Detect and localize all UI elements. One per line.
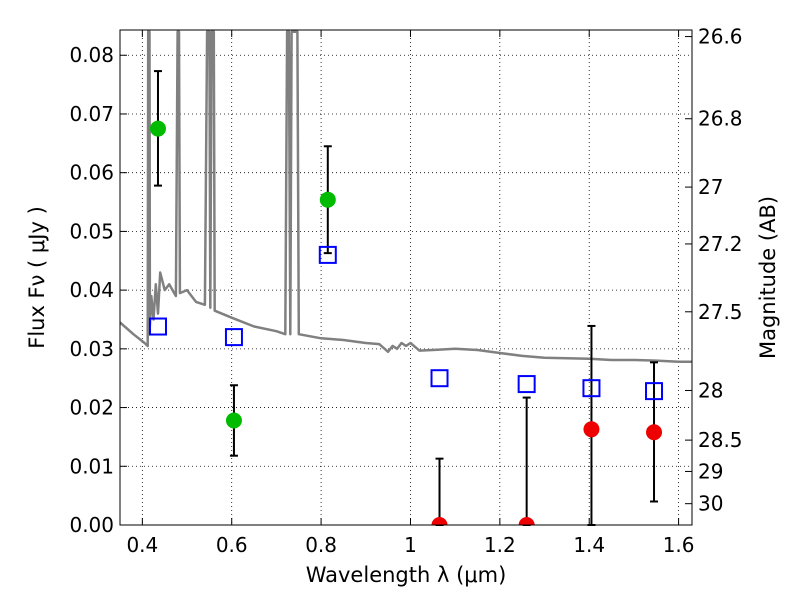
x-tick-label: 0.4 [126, 533, 158, 557]
y-tick-label: 0.01 [69, 454, 114, 478]
plot-frame [119, 29, 693, 526]
spectrum-series [120, 30, 692, 364]
observed-photometry-series [149, 120, 663, 525]
nondetection-point [646, 424, 663, 441]
x-tick-label: 1.6 [663, 533, 695, 557]
y2-tick-label: 27.5 [698, 300, 743, 324]
y2-tick-label: 26.6 [698, 25, 743, 49]
y-tick-label: 0.06 [69, 161, 114, 185]
detection-point [225, 412, 242, 429]
error-bar [522, 396, 531, 526]
model-flux-square [645, 382, 664, 401]
y-tick-label: 0.00 [69, 513, 114, 537]
x-tick-labels: 0.4 0.6 0.8 1 1.2 1.4 1.6 [126, 533, 694, 557]
error-bar [435, 457, 444, 526]
detection-point [319, 191, 336, 208]
x-tick-label: 1.2 [484, 533, 516, 557]
y2-tick-label: 26.8 [698, 107, 743, 131]
y-tick-label: 0.03 [69, 337, 114, 361]
y2-tick-label: 28 [698, 378, 723, 402]
y2-axis-title: Magnitude (AB) [756, 196, 780, 359]
y2-tick-label: 29 [698, 459, 723, 483]
x-axis-title: Wavelength λ (μm) [306, 563, 507, 587]
model-flux-square [517, 375, 536, 394]
ticks [120, 30, 692, 526]
model-flux-square [148, 317, 167, 336]
x-tick-label: 1.4 [573, 533, 605, 557]
y2-tick-label: 27 [698, 175, 723, 199]
x-tick-label: 1 [404, 533, 417, 557]
nondetection-point [431, 517, 448, 525]
y-tick-label: 0.08 [69, 43, 114, 67]
detection-point [149, 120, 166, 137]
y-tick-label: 0.02 [69, 396, 114, 420]
y2-tick-labels: 26.6 26.8 27 27.2 27.5 28 28.5 29 30 [698, 25, 743, 516]
model-flux-square [582, 379, 601, 398]
y2-tick-label: 27.2 [698, 232, 743, 256]
model-flux-square [224, 328, 243, 347]
y2-tick-label: 30 [698, 492, 723, 516]
y-tick-labels: 0.00 0.01 0.02 0.03 0.04 0.05 0.06 0.07 0.08 [69, 43, 114, 537]
y-tick-label: 0.07 [69, 102, 114, 126]
nondetection-point [518, 517, 535, 525]
y-axis-title: Flux Fν ( μJy ) [25, 206, 49, 349]
x-tick-label: 0.8 [305, 533, 337, 557]
nondetection-point [583, 421, 600, 438]
y-tick-label: 0.04 [69, 278, 114, 302]
x-tick-label: 0.6 [216, 533, 248, 557]
model-flux-square [318, 245, 337, 264]
y2-tick-label: 28.5 [698, 428, 743, 452]
spectrum-line [120, 30, 692, 364]
error-bars [153, 70, 659, 526]
y-tick-label: 0.05 [69, 219, 114, 243]
model-photometry-series [148, 245, 664, 401]
model-flux-square [430, 369, 449, 388]
